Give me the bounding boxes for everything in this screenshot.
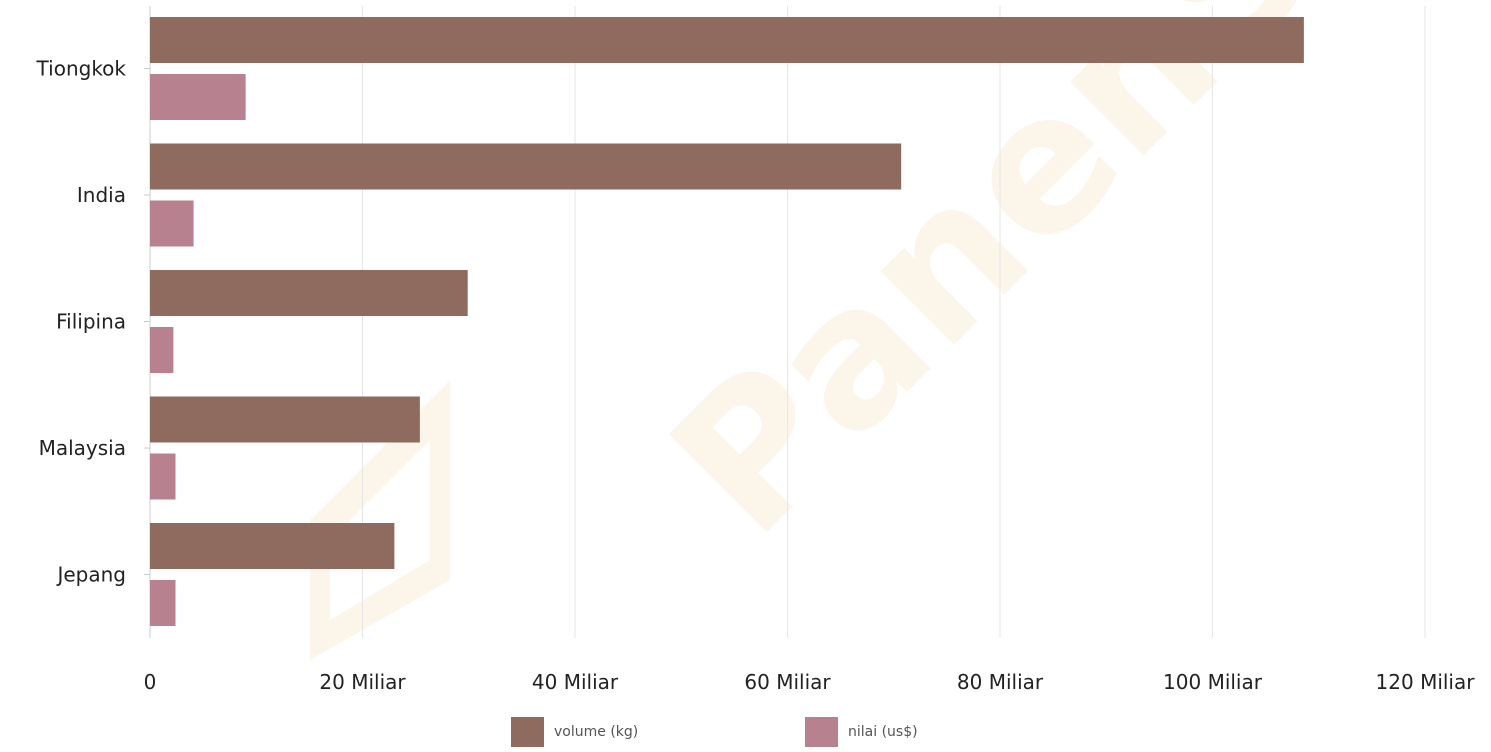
chart-legend: volume (kg) nilai (us$)	[0, 712, 1491, 752]
bar-nilai-malaysia	[150, 453, 176, 500]
y-tick-label: India	[77, 183, 126, 207]
x-tick-label: 20 Miliar	[319, 670, 406, 694]
y-tick-label: Malaysia	[39, 436, 126, 460]
bar-nilai-filipina	[150, 327, 174, 373]
legend-item-volume: volume (kg)	[511, 716, 638, 748]
bar-nilai-tiongkok	[150, 74, 246, 120]
bar-nilai-jepang	[150, 580, 176, 626]
x-tick-label: 40 Miliar	[532, 670, 619, 694]
y-tick-label: Filipina	[56, 310, 126, 334]
legend-item-nilai: nilai (us$)	[805, 716, 918, 748]
y-tick-label: Jepang	[55, 563, 126, 587]
bar-volume-jepang	[150, 523, 395, 569]
bar-nilai-india	[150, 200, 194, 247]
y-tick-label: Tiongkok	[36, 57, 127, 81]
chart-plot-area: Tiongkok India Filipina Malaysia Jepang 0 20 M…	[36, 6, 1476, 694]
legend-swatch-volume	[511, 717, 544, 747]
legend-label-nilai: nilai (us$)	[848, 724, 918, 740]
x-tick-label: 80 Miliar	[957, 670, 1044, 694]
legend-swatch-nilai	[805, 717, 838, 747]
x-tick-label: 120 Miliar	[1376, 670, 1476, 694]
x-tick-label: 0	[144, 670, 157, 694]
bar-volume-tiongkok	[150, 17, 1304, 63]
bar-volume-malaysia	[150, 396, 420, 443]
legend-label-volume: volume (kg)	[554, 724, 639, 740]
bar-volume-filipina	[150, 270, 468, 316]
x-tick-label: 100 Miliar	[1163, 670, 1263, 694]
bar-volume-india	[150, 143, 902, 190]
x-tick-label: 60 Miliar	[744, 670, 831, 694]
